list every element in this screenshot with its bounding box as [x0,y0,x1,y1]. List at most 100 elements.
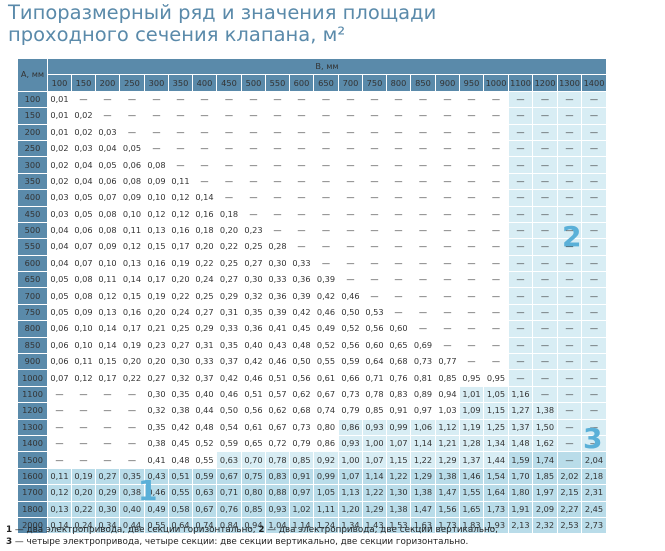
table-cell: — [410,287,436,305]
table-cell: — [483,320,509,338]
table-cell: — [435,336,460,355]
a-row-header: 1300 [17,418,48,436]
table-cell: 0,27 [241,254,266,273]
table-cell: 0,40 [241,336,266,355]
table-cell: — [362,238,387,256]
table-cell: 1,80 [508,484,533,502]
table-cell: 2,13 [508,516,533,535]
table-cell: 0,03 [95,123,120,141]
table-cell: 1,28 [459,434,484,453]
table-cell: — [581,271,607,289]
table-cell: 0,11 [71,353,96,371]
table-cell: 1,38 [435,467,460,486]
table-cell: 1,14 [289,516,314,535]
table-cell: 0,42 [313,287,339,305]
table-cell: — [241,90,266,109]
table-cell: 0,02 [71,107,96,125]
table-cell: 0,93 [265,500,290,518]
table-cell: — [95,90,120,109]
legend-text-1: — два электропривода, две секции горизон… [12,525,259,535]
table-cell: — [95,418,120,436]
table-cell: 0,36 [241,320,266,338]
table-cell: — [119,123,145,141]
table-cell: — [557,107,582,125]
table-cell: — [265,107,290,125]
table-row: 800 0,06 0,10 0,14 0,17 0,21 0,25 0,29 0,33 0,36 0… [17,320,607,338]
table-cell: — [362,189,387,207]
table-cell: — [483,238,509,256]
table-cell: 1,06 [410,418,436,436]
table-cell: 0,12 [95,287,120,305]
table-cell: 0,04 [95,139,120,158]
table-cell: 0,37 [216,353,242,371]
b-column-850: 850 [410,74,436,92]
table-cell: — [265,221,290,240]
table-cell: 0,51 [265,369,290,387]
table-cell: — [386,238,411,256]
table-cell: — [386,189,411,207]
table-cell: 0,01 [47,90,72,109]
table-row: 500 0,04 0,06 0,08 0,11 0,13 0,16 0,18 0,20 0,23—… [17,221,607,240]
table-cell: 0,53 [362,303,387,322]
table-cell: 0,78 [265,451,290,469]
table-cell: 1,44 [483,451,509,469]
table-cell: — [435,189,460,207]
table-cell: — [144,90,169,109]
table-cell: 0,94 [241,516,266,535]
table-cell: — [581,90,607,109]
table-cell: 0,06 [47,320,72,338]
table-cell: — [192,139,217,158]
table-cell: 0,48 [289,336,314,355]
table-cell: 0,04 [71,172,96,191]
table-cell: 1,27 [508,402,533,420]
table-cell: — [386,254,411,273]
table-cell: 1,47 [435,484,460,502]
legend-text-3: — четыре электропривода, четыре секции: … [12,537,469,547]
table-cell: — [508,254,533,273]
table-cell: — [338,139,363,158]
table-cell: — [483,107,509,125]
table-row: 100 0,01— — — — — — — — — — — — — — — — — — — — — — [17,90,607,109]
table-cell: 1,50 [532,418,558,436]
table-cell: — [265,139,290,158]
table-cell: 0,24 [168,303,193,322]
table-cell: — [532,385,558,404]
table-cell: 0,25 [192,287,217,305]
table-cell: 1,22 [386,467,411,486]
table-cell: 0,36 [265,287,290,305]
table-cell: — [483,254,509,273]
table-cell: 1,07 [386,434,411,453]
table-cell: — [581,320,607,338]
table-cell: 0,39 [265,303,290,322]
table-cell: 0,67 [192,500,217,518]
table-cell: 0,76 [216,500,242,518]
table-cell: 0,04 [47,238,72,256]
b-column-100: 100 [47,74,72,92]
b-axis-header: B, мм [47,57,607,76]
table-cell: — [557,123,582,141]
table-cell: — [459,287,484,305]
table-cell: — [459,254,484,273]
table-cell: 0,42 [289,303,314,322]
table-cell: 1,48 [508,434,533,453]
table-cell: 1,46 [459,467,484,486]
table-cell: 0,12 [144,205,169,223]
table-cell: 0,44 [119,516,145,535]
table-cell: — [168,156,193,174]
table-cell: 0,29 [95,484,120,502]
table-cell: 0,76 [386,369,411,387]
table-cell: 0,35 [144,418,169,436]
table-cell: 0,15 [119,287,145,305]
table-cell: 0,10 [95,254,120,273]
table-cell: 0,06 [47,353,72,371]
table-cell: 1,54 [483,467,509,486]
table-cell: — [265,123,290,141]
table-cell: 0,50 [216,402,242,420]
table-cell: — [459,189,484,207]
table-cell: — [144,107,169,125]
table-cell: 0,48 [192,418,217,436]
table-cell: — [581,434,607,453]
table-cell: — [362,254,387,273]
table-cell: — [410,156,436,174]
table-cell: 1,29 [435,451,460,469]
